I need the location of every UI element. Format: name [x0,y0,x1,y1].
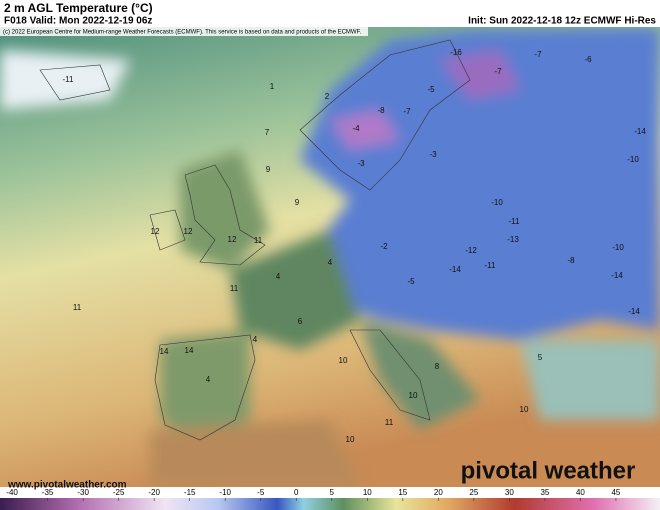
colorbar-tick-label: -40 [6,488,18,497]
colorbar-tick-label: -15 [184,488,196,497]
copyright: (c) 2022 European Centre for Medium-rang… [3,30,362,36]
map-value: 10 [346,435,355,444]
map-value: 10 [339,356,348,365]
logo: pivotal weather [461,457,636,484]
colorbar-tick-label: -10 [219,488,231,497]
map-value: -14 [634,127,646,136]
map-value: -8 [567,256,575,265]
colorbar-tick-label: 30 [505,488,514,497]
valid-time: F018 Valid: Mon 2022-12-19 06z [4,16,152,27]
map-value: 12 [228,235,237,244]
map-value: -11 [63,75,75,84]
map-value: -11 [509,217,521,226]
map-value: 12 [184,227,193,236]
map-value: 9 [266,165,271,174]
map-value: -7 [494,67,502,76]
map-value: 7 [265,128,270,137]
map-value: -14 [449,265,461,274]
map-value: -3 [429,150,437,159]
colorbar-tick-label: 10 [363,488,372,497]
map-value: -14 [628,307,640,316]
map-value: 4 [328,258,333,267]
init-time: Init: Sun 2022-12-18 12z ECMWF Hi-Res [468,16,656,27]
map-value: -12 [465,246,477,255]
colorbar-tick-label: 0 [294,488,299,497]
map-value: 14 [160,347,169,356]
colorbar-tick-label: -20 [148,488,160,497]
colorbar [0,498,660,510]
colorbar-tick-label: 5 [330,488,335,497]
map-value: 12 [151,227,160,236]
map-value: 11 [385,418,394,427]
title: 2 m AGL Temperature (°C) [4,1,153,15]
map-value: -5 [427,85,435,94]
map-value: 5 [538,353,543,362]
map-value: -16 [450,48,462,57]
colorbar-tick-label: -5 [257,488,265,497]
map-value: -4 [352,124,360,133]
map-value: -14 [611,271,623,280]
colorbar-tick-label: -25 [113,488,125,497]
website: www.pivotalweather.com [7,480,127,491]
map-value: 4 [206,375,211,384]
map-value: -10 [491,198,503,207]
map-value: 2 [325,92,330,101]
map-value: 11 [230,284,239,293]
map-value: -10 [612,243,624,252]
coastlines [39,39,471,441]
colorbar-tick-label: 25 [469,488,478,497]
colorbar-tick-label: 40 [576,488,585,497]
map-value: -3 [357,159,365,168]
temperature-field [0,27,660,487]
map-value: 10 [409,391,418,400]
map-value: 8 [435,362,440,371]
map-value: 1 [270,82,275,91]
map-value: 11 [254,236,263,245]
map-value: -13 [507,235,519,244]
map-value: -6 [584,55,592,64]
colorbar-tick-label: -30 [77,488,89,497]
map-value: -2 [380,242,388,251]
map [0,27,660,487]
map-value: 6 [298,317,303,326]
colorbar-tick-label: 15 [398,488,407,497]
map-value: 4 [253,335,258,344]
map-value: -5 [407,277,415,286]
colorbar-tick-label: -35 [42,488,54,497]
map-value: -7 [534,50,542,59]
map-value: 11 [73,303,82,312]
copyright-bg [0,27,368,36]
colorbar-tick-label: 20 [434,488,443,497]
colorbar-tick-label: 45 [611,488,620,497]
map-value: -8 [377,106,385,115]
map-value: -7 [403,107,411,116]
map-value: -11 [485,261,497,270]
map-value: 4 [276,272,281,281]
map-value: 9 [295,198,300,207]
colorbar-tick-label: 35 [540,488,549,497]
map-value: 10 [520,405,529,414]
map-value: 14 [185,346,194,355]
map-value: -10 [627,155,639,164]
